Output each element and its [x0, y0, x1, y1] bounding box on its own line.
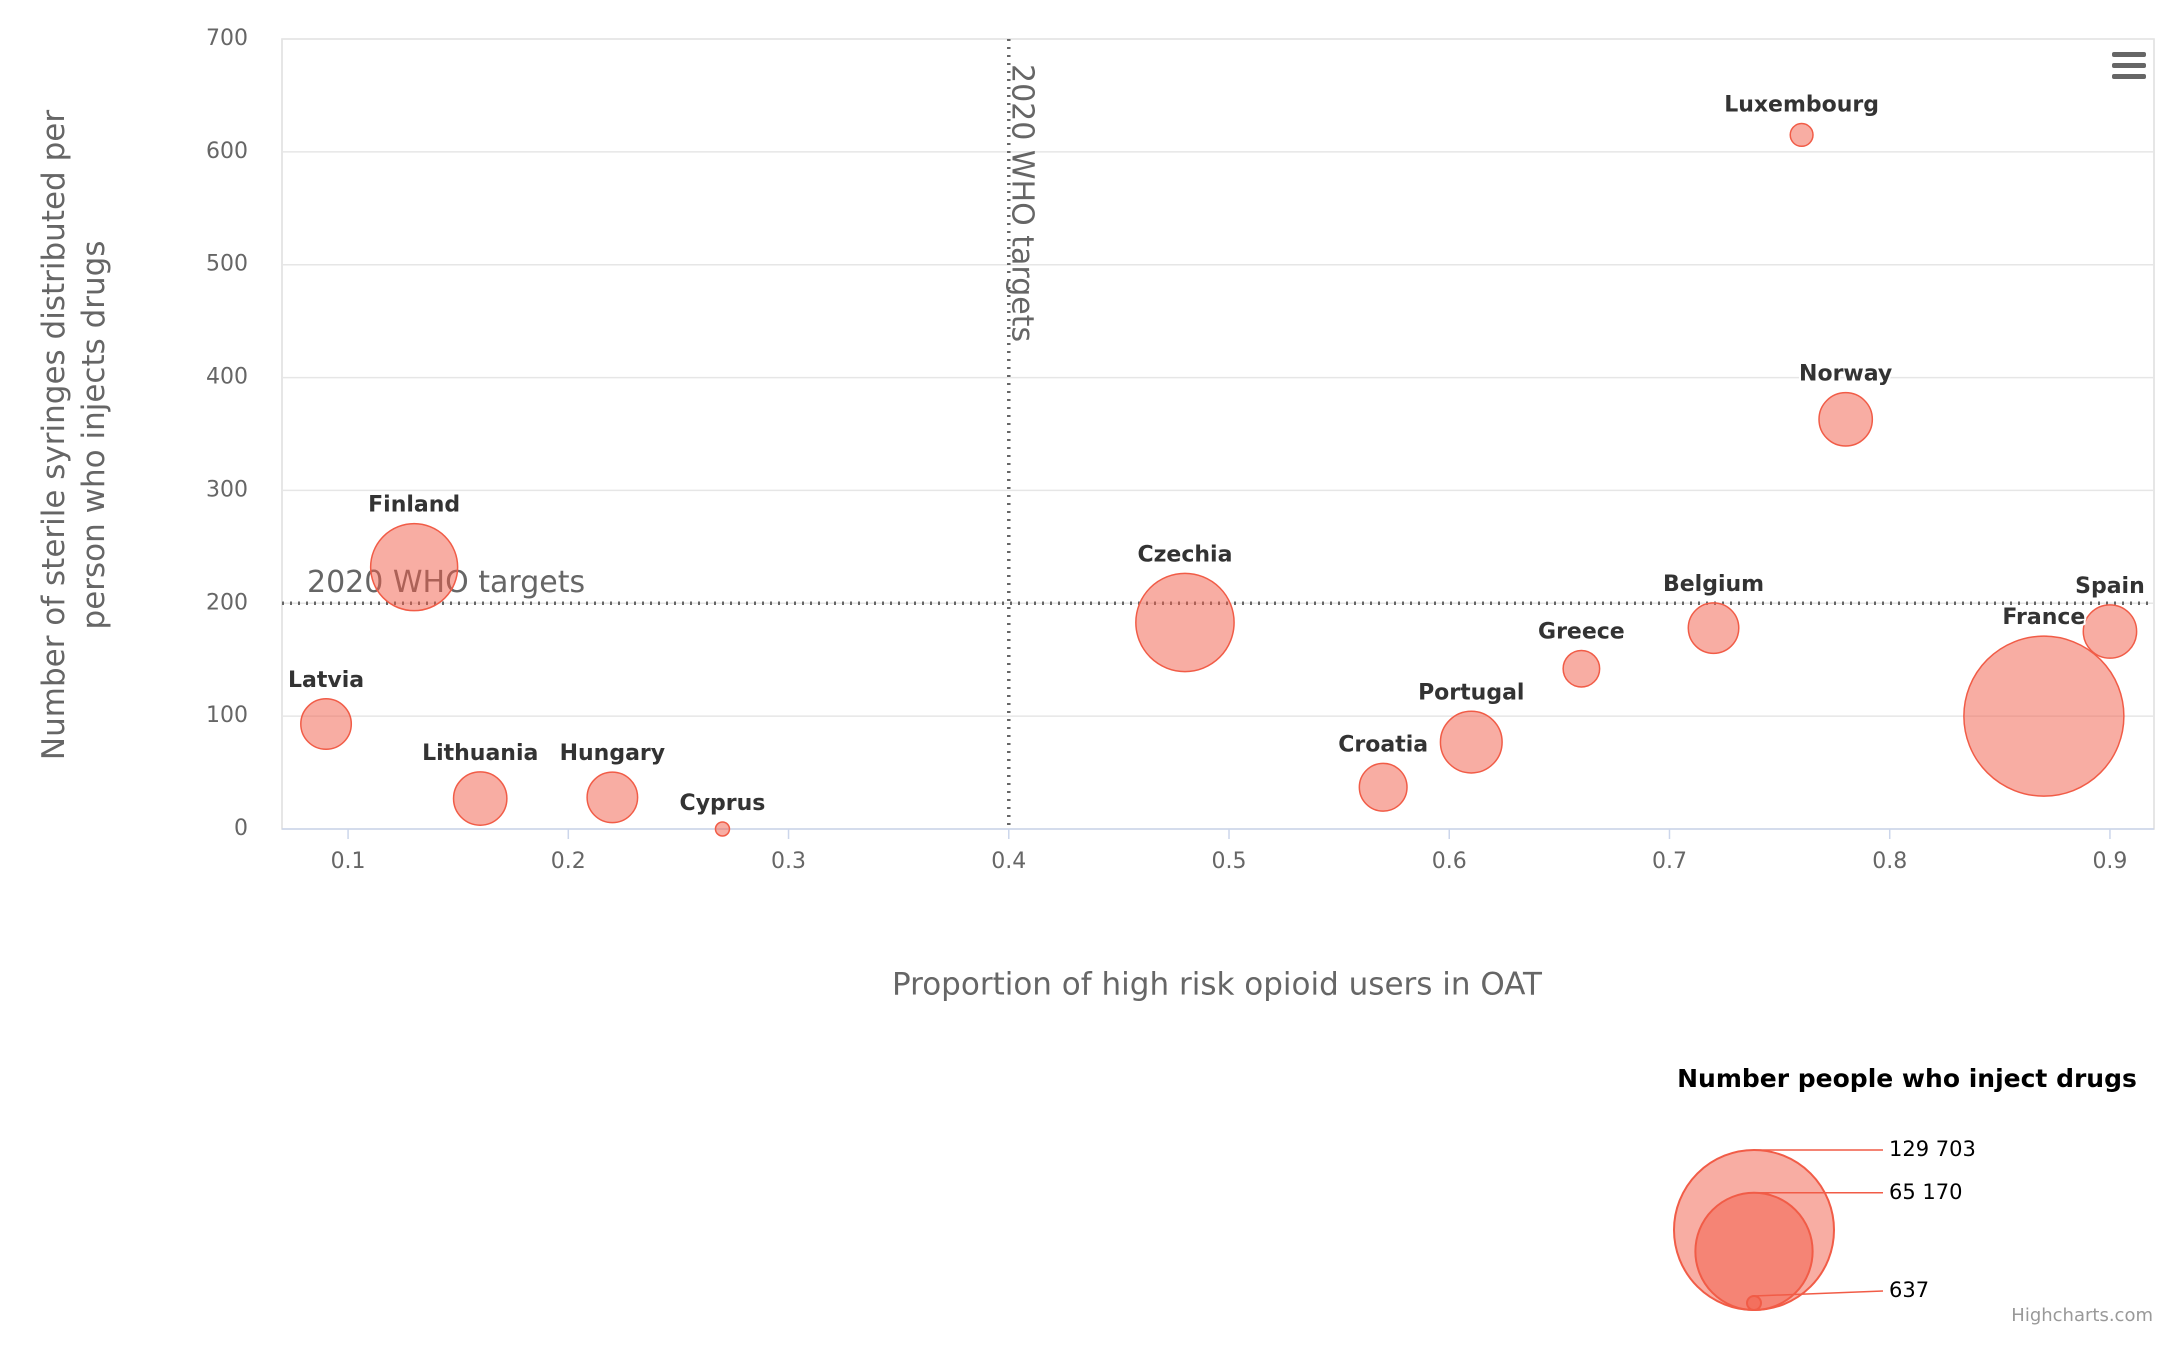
data-label: Croatia [1338, 732, 1428, 757]
bubble [1789, 122, 1814, 148]
y-tick-label: 700 [206, 26, 248, 51]
bubble [452, 771, 508, 826]
bubble [300, 698, 353, 751]
y-axis-title: Number of sterile syringes distributed p… [36, 110, 112, 760]
y-tick-label: 500 [206, 252, 248, 277]
data-label: Belgium [1663, 572, 1764, 597]
menu-button[interactable] [2112, 52, 2146, 79]
bubble [1687, 602, 1740, 655]
data-label: Portugal [1418, 680, 1524, 705]
data-label: Greece [1538, 619, 1625, 644]
bubble [1963, 635, 2125, 797]
bubble [2082, 604, 2138, 659]
y-tick-label: 200 [206, 590, 248, 615]
menu-bar [2112, 63, 2146, 68]
data-label: Luxembourg [1724, 93, 1879, 118]
plot-line-label: 2020 WHO targets [1004, 64, 1039, 342]
y-tick-label: 100 [206, 703, 248, 728]
plot-border [281, 38, 2155, 830]
menu-bar [2112, 74, 2146, 79]
bubble [586, 771, 639, 824]
bubble [714, 821, 731, 837]
bubble [369, 522, 459, 612]
legend-title: Number people who inject drugs [1677, 1064, 2137, 1093]
y-tick-label: 300 [206, 477, 248, 502]
x-tick-label: 0.1 [331, 849, 366, 874]
bubble [1358, 762, 1408, 812]
x-tick-label: 0.3 [771, 849, 806, 874]
data-label: Cyprus [680, 791, 766, 816]
menu-bar [2112, 52, 2146, 57]
data-label: Latvia [288, 668, 364, 693]
credits: Highcharts.com [2011, 1305, 2153, 1326]
bubble [1562, 649, 1601, 688]
y-tick-label: 600 [206, 139, 248, 164]
data-label: Czechia [1137, 542, 1232, 567]
legend-label: 129 703 [1889, 1137, 1976, 1161]
x-tick-label: 0.7 [1652, 849, 1687, 874]
legend-bubble [1746, 1295, 1762, 1311]
data-label: France [2002, 605, 2085, 630]
data-label: Hungary [560, 741, 666, 766]
x-tick-label: 0.2 [551, 849, 586, 874]
x-axis-title: Proportion of high risk opioid users in … [892, 967, 1543, 1003]
legend-connector [1753, 1290, 1884, 1297]
x-tick-label: 0.9 [2092, 849, 2127, 874]
bubble [1135, 572, 1235, 673]
bubble [1818, 391, 1874, 447]
x-tick-label: 0.5 [1212, 849, 1247, 874]
legend-bubble [1694, 1191, 1814, 1312]
data-label: Spain [2075, 574, 2145, 599]
data-label: Lithuania [422, 741, 538, 766]
bubble [1439, 710, 1503, 774]
legend-label: 65 170 [1889, 1180, 1962, 1204]
x-tick-label: 0.4 [991, 849, 1026, 874]
y-tick-label: 400 [206, 365, 248, 390]
data-label: Finland [368, 493, 460, 518]
legend-label: 637 [1889, 1278, 1929, 1302]
x-tick-label: 0.8 [1872, 849, 1907, 874]
x-tick-label: 0.6 [1432, 849, 1467, 874]
data-label: Norway [1799, 362, 1892, 387]
y-tick-label: 0 [234, 816, 248, 841]
